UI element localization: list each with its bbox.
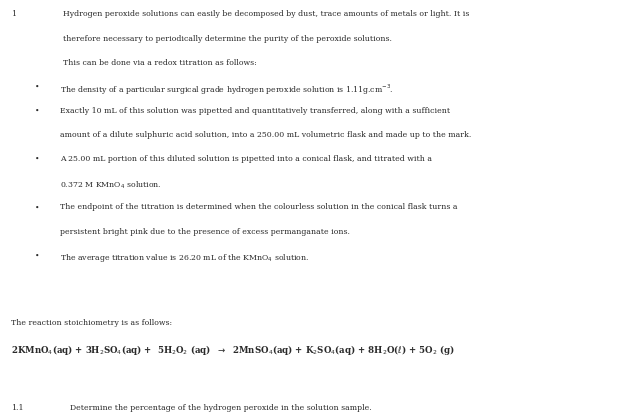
Text: •: •: [35, 203, 39, 211]
Text: Hydrogen peroxide solutions can easily be decomposed by dust, trace amounts of m: Hydrogen peroxide solutions can easily b…: [63, 10, 470, 18]
Text: amount of a dilute sulphuric acid solution, into a 250.00 mL volumetric flask an: amount of a dilute sulphuric acid soluti…: [60, 131, 472, 139]
Text: 0.372 M KMnO$_4$ solution.: 0.372 M KMnO$_4$ solution.: [60, 179, 162, 191]
Text: This can be done via a redox titration as follows:: This can be done via a redox titration a…: [63, 59, 257, 67]
Text: 1: 1: [11, 10, 16, 18]
Text: therefore necessary to periodically determine the purity of the peroxide solutio: therefore necessary to periodically dete…: [63, 35, 392, 42]
Text: Exactly 10 mL of this solution was pipetted and quantitatively transferred, alon: Exactly 10 mL of this solution was pipet…: [60, 107, 450, 115]
Text: •: •: [35, 107, 39, 115]
Text: The average titration value is 26.20 mL of the KMnO$_4$ solution.: The average titration value is 26.20 mL …: [60, 252, 309, 264]
Text: The endpoint of the titration is determined when the colourless solution in the : The endpoint of the titration is determi…: [60, 203, 458, 211]
Text: 1.1: 1.1: [11, 404, 24, 412]
Text: •: •: [35, 252, 39, 260]
Text: •: •: [35, 155, 39, 163]
Text: The density of a particular surgical grade hydrogen peroxide solution is 1.11g.c: The density of a particular surgical gra…: [60, 83, 394, 97]
Text: The reaction stoichiometry is as follows:: The reaction stoichiometry is as follows…: [11, 319, 172, 327]
Text: Determine the percentage of the hydrogen peroxide in the solution sample.: Determine the percentage of the hydrogen…: [70, 404, 372, 412]
Text: 2KMnO$_4$(aq) + 3H$_2$SO$_4$(aq) +  5H$_2$O$_2$ (aq)  $\rightarrow$  2MnSO$_4$(a: 2KMnO$_4$(aq) + 3H$_2$SO$_4$(aq) + 5H$_2…: [11, 343, 455, 357]
Text: •: •: [35, 83, 39, 91]
Text: A 25.00 mL portion of this diluted solution is pipetted into a conical flask, an: A 25.00 mL portion of this diluted solut…: [60, 155, 432, 163]
Text: persistent bright pink due to the presence of excess permanganate ions.: persistent bright pink due to the presen…: [60, 228, 350, 235]
